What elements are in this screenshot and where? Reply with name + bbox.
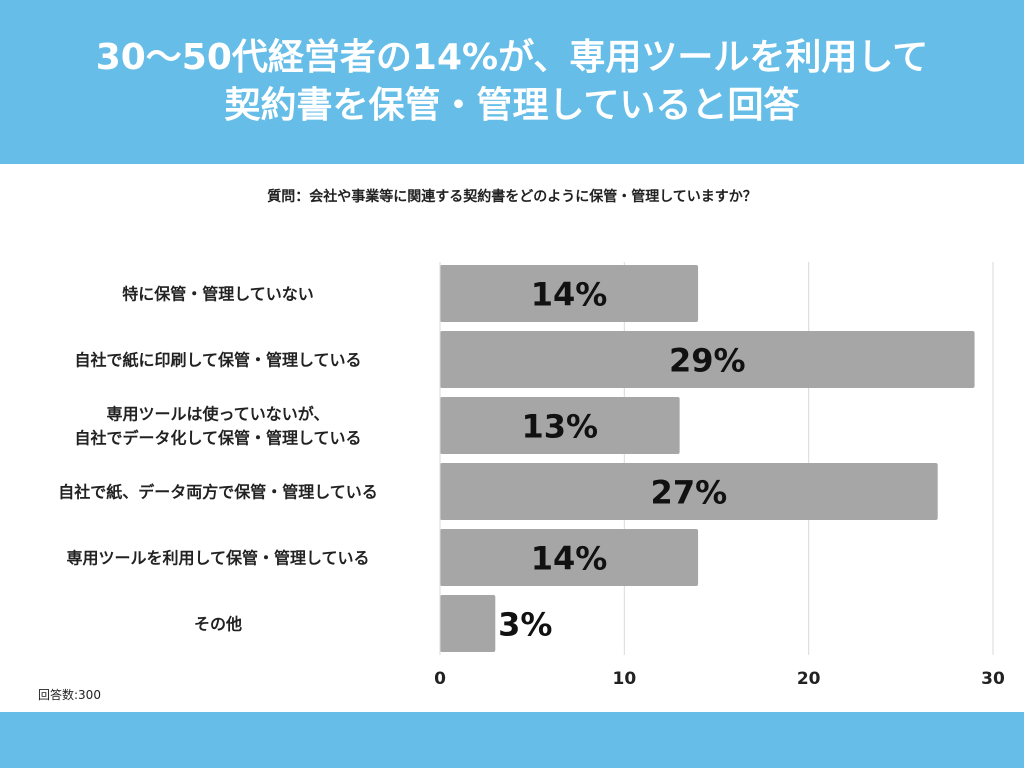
title-banner: 30～50代経営者の14%が、専用ツールを利用して 契約書を保管・管理していると… <box>0 0 1024 164</box>
bar <box>440 397 680 454</box>
bar-value-label: 27% <box>651 474 728 512</box>
bar-value-label: 14% <box>531 540 608 578</box>
bar <box>440 463 938 520</box>
bar-value-label: 14% <box>531 276 608 314</box>
footer-band <box>0 712 1024 768</box>
bar-value-label: 13% <box>522 408 599 446</box>
title-line-2: 契約書を保管・管理していると回答 <box>224 85 800 126</box>
x-tick-label: 20 <box>797 669 821 689</box>
bar <box>440 265 699 322</box>
title-line-1: 30～50代経営者の14%が、専用ツールを利用して <box>95 37 929 79</box>
category-label: 専用ツールを利用して保管・管理している <box>66 549 369 568</box>
bar-value-label: 29% <box>669 342 746 380</box>
x-tick-label: 10 <box>612 669 636 689</box>
category-label: 専用ツールは使っていないが、 <box>107 405 330 424</box>
category-label: 特に保管・管理していない <box>122 285 314 304</box>
category-label: その他 <box>194 615 242 634</box>
bar-value-label: 3% <box>498 606 552 644</box>
category-label: 自社で紙、データ両方で保管・管理している <box>58 483 378 502</box>
bar <box>440 529 699 586</box>
survey-question: 質問：会社や事業等に関連する契約書をどのように保管・管理していますか？ <box>267 189 757 205</box>
category-label: 自社で紙に印刷して保管・管理している <box>74 351 361 370</box>
bar <box>440 595 496 652</box>
respondent-count: 回答数:300 <box>38 688 101 702</box>
bar-chart: 0 10 20 30 14% 特に保管・管理していない 29% 自社で紙に印刷して保管・管理し… <box>58 262 1005 689</box>
x-tick-label: 30 <box>981 669 1005 689</box>
category-label: 自社でデータ化して保管・管理している <box>74 429 361 448</box>
x-tick-label: 0 <box>434 669 446 689</box>
bar <box>440 331 975 388</box>
